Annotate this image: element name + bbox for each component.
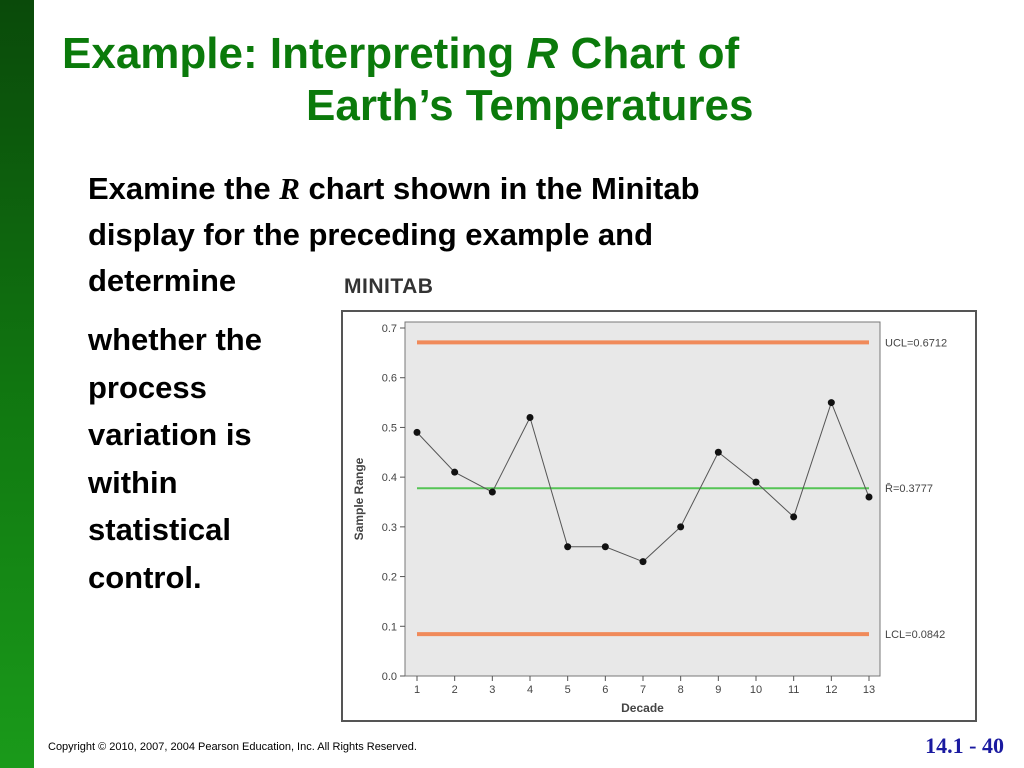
title-r: R bbox=[526, 29, 559, 78]
data-point bbox=[451, 468, 459, 476]
y-tick-label: 0.4 bbox=[382, 472, 397, 484]
body-line1-b: chart shown in the Minitab bbox=[299, 171, 700, 206]
y-tick-label: 0.7 bbox=[382, 323, 397, 335]
data-point bbox=[790, 513, 798, 521]
data-point bbox=[752, 478, 760, 486]
minitab-label: MINITAB bbox=[344, 275, 434, 298]
body-col-line: variation is bbox=[88, 417, 252, 452]
x-tick-label: 3 bbox=[489, 684, 495, 696]
x-tick-label: 12 bbox=[825, 684, 837, 696]
data-point bbox=[413, 428, 421, 436]
x-tick-label: 10 bbox=[750, 684, 762, 696]
data-point bbox=[827, 399, 835, 407]
copyright-text: Copyright © 2010, 2007, 2004 Pearson Edu… bbox=[48, 741, 417, 753]
x-tick-label: 5 bbox=[565, 684, 571, 696]
r-chart-svg: 0.00.10.20.30.40.50.60.71 2 3 4 5 6 7 8 9 10 11 12 1… bbox=[341, 310, 977, 722]
data-point bbox=[601, 543, 609, 551]
data-point bbox=[714, 448, 722, 456]
x-tick-label: 11 bbox=[788, 684, 799, 696]
body-col-line: statistical bbox=[88, 512, 232, 547]
slide-title: Example: Interpreting R Chart of Earth’s… bbox=[62, 28, 962, 132]
ucl-label: UCL=0.6712 bbox=[885, 337, 947, 349]
y-tick-label: 0.6 bbox=[382, 373, 397, 385]
x-tick-label: 13 bbox=[863, 684, 875, 696]
side-bar bbox=[0, 0, 34, 768]
y-tick-label: 0.2 bbox=[382, 572, 397, 584]
body-text: Examine the R chart shown in the Minitab… bbox=[88, 166, 888, 304]
data-point bbox=[865, 493, 873, 501]
center-label: R̄=0.3777 bbox=[885, 483, 933, 496]
plot-area bbox=[404, 321, 881, 677]
slide-number: 14.1 - 40 bbox=[925, 733, 1004, 758]
body-col-line: process bbox=[88, 369, 207, 405]
title-part1: Example: Interpreting bbox=[62, 29, 527, 78]
x-tick-label: 7 bbox=[640, 684, 646, 696]
x-tick-label: 4 bbox=[527, 684, 533, 696]
y-tick-label: 0.3 bbox=[382, 522, 397, 534]
x-axis-label: Decade bbox=[621, 701, 664, 715]
data-point bbox=[639, 558, 647, 566]
body-line2: display for the preceding example and bbox=[88, 217, 654, 252]
y-tick-label: 0.0 bbox=[382, 671, 397, 683]
x-tick-label: 6 bbox=[602, 684, 608, 696]
y-axis-label: Sample Range bbox=[352, 457, 366, 540]
x-tick-label: 8 bbox=[678, 684, 684, 696]
x-tick-label: 9 bbox=[715, 684, 721, 696]
x-tick-label: 1 bbox=[414, 684, 420, 696]
lcl-label: LCL=0.0842 bbox=[885, 629, 945, 641]
title-line2: Earth’s Temperatures bbox=[306, 81, 754, 130]
y-tick-label: 0.5 bbox=[382, 422, 397, 434]
data-point bbox=[488, 488, 496, 496]
y-tick-label: 0.1 bbox=[382, 621, 397, 633]
body-col-line: within bbox=[88, 464, 178, 500]
body-line3: determine bbox=[88, 263, 237, 298]
body-column: whether the process variation is within … bbox=[88, 316, 328, 601]
body-col-line: control. bbox=[88, 559, 202, 595]
x-tick-label: 2 bbox=[452, 684, 458, 696]
body-line1: Examine the R chart shown in the Minitab bbox=[88, 166, 888, 212]
data-point bbox=[564, 543, 572, 551]
body-col-line: whether the bbox=[88, 322, 262, 357]
body-line1-r: R bbox=[279, 171, 300, 206]
data-point bbox=[677, 523, 685, 531]
body-line1-a: Examine the bbox=[88, 171, 280, 206]
title-part2: Chart of bbox=[558, 29, 740, 78]
r-chart: 0.0 0.1 0.2 0.3 0.4 0.5 0.6 0.7 1 2 3 4 5 6 7 8 9 10 11 12 1… bbox=[341, 310, 977, 722]
data-point bbox=[526, 413, 534, 421]
